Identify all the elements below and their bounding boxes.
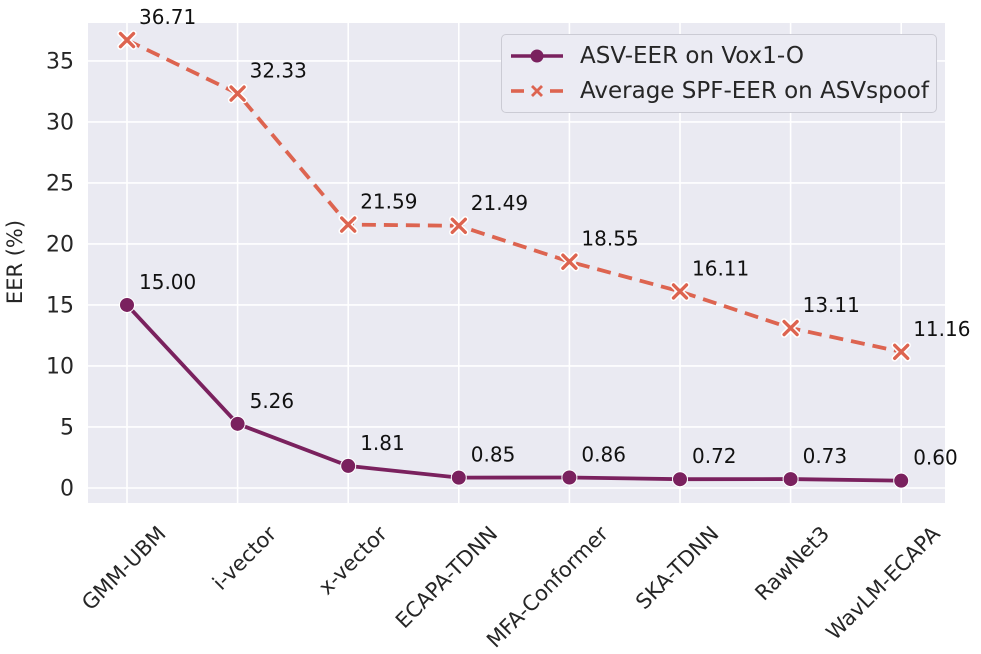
x-marker <box>450 217 467 234</box>
data-point-label: 0.72 <box>692 444 737 468</box>
y-tick-label: 15 <box>46 293 74 318</box>
x-tick-label: RawNet3 <box>750 522 834 606</box>
data-point-label: 18.55 <box>581 227 638 251</box>
x-tick-label: GMM-UBM <box>77 522 170 615</box>
y-axis-label: EER (%) <box>3 220 27 304</box>
y-tick-label: 5 <box>60 415 74 440</box>
y-tick-label: 10 <box>46 354 74 379</box>
circle-marker <box>119 296 135 313</box>
data-point-label: 0.85 <box>471 443 516 467</box>
data-point-label: 5.26 <box>250 389 295 413</box>
series-line-0 <box>125 303 902 483</box>
data-point-label: 0.60 <box>913 446 958 470</box>
x-marker <box>561 253 578 270</box>
data-point-label: 32.33 <box>250 59 307 83</box>
circle-marker <box>340 457 357 474</box>
legend-line-circle-icon <box>511 49 563 63</box>
x-tick-label: MFA-Conformer <box>482 521 613 652</box>
circle-marker <box>561 469 578 486</box>
legend-item-asv-eer: ASV-EER on Vox1-O <box>508 39 930 73</box>
data-point-label: 0.86 <box>581 442 626 466</box>
legend-label-spf-eer: Average SPF-EER on ASVspoof <box>580 77 929 104</box>
y-tick-label: 0 <box>60 476 74 501</box>
x-marker <box>782 319 799 337</box>
circle-marker <box>782 471 799 488</box>
x-tick-label: SKA-TDNN <box>631 522 723 614</box>
data-point-label: 36.71 <box>139 5 196 29</box>
x-marker <box>671 283 689 300</box>
y-tick-label: 20 <box>46 232 74 257</box>
data-point-label: 0.73 <box>803 444 848 468</box>
circle-marker <box>672 471 688 488</box>
x-tick-label: ECAPA-TDNN <box>391 522 502 633</box>
y-tick-label: 35 <box>46 49 74 74</box>
legend-label-asv-eer: ASV-EER on Vox1-O <box>580 43 804 70</box>
circle-marker <box>229 415 246 432</box>
x-marker <box>229 85 246 102</box>
data-point-label: 11.16 <box>913 317 970 341</box>
data-point-label: 13.11 <box>803 293 860 317</box>
legend-item-spf-eer: Average SPF-EER on ASVspoof <box>508 74 930 108</box>
data-point-label: 21.49 <box>471 191 528 215</box>
x-marker <box>893 343 910 361</box>
y-tick-label: 30 <box>46 110 74 135</box>
x-tick-label: x-vector <box>314 521 392 599</box>
circle-marker <box>893 472 910 489</box>
x-tick-label: WavLM-ECAPA <box>822 521 946 645</box>
data-point-label: 1.81 <box>360 431 405 455</box>
series-line-1 <box>126 38 902 354</box>
legend: ASV-EER on Vox1-O Average SPF-EER on ASV… <box>501 34 937 113</box>
circle-marker <box>450 469 467 486</box>
x-tick-label: i-vector <box>208 521 281 594</box>
x-marker <box>118 31 136 49</box>
data-point-label: 16.11 <box>692 256 749 280</box>
legend-line-x-icon <box>511 84 563 97</box>
y-tick-label: 25 <box>46 171 74 196</box>
data-point-label: 21.59 <box>360 190 417 214</box>
data-point-label: 15.00 <box>139 270 196 294</box>
x-marker <box>340 216 357 233</box>
